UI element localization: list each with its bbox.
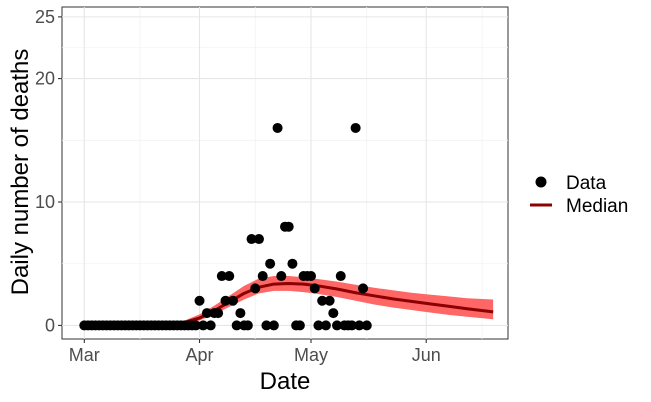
data-point <box>231 320 242 331</box>
data-point <box>253 234 264 245</box>
data-point <box>213 308 224 319</box>
data-point <box>220 295 231 306</box>
data-point <box>276 271 287 282</box>
data-point <box>317 295 328 306</box>
y-tick-label: 0 <box>45 315 55 335</box>
data-point <box>328 308 339 319</box>
data-point <box>335 271 346 282</box>
data-point <box>201 308 212 319</box>
data-points-layer <box>79 122 372 331</box>
data-point <box>313 320 324 331</box>
data-point <box>261 320 272 331</box>
median-line <box>84 281 494 327</box>
y-tick-label: 20 <box>35 69 55 89</box>
data-point <box>294 320 305 331</box>
legend: Data Median <box>530 173 628 217</box>
data-point <box>198 320 209 331</box>
data-point <box>246 234 257 245</box>
x-axis-title: Date <box>260 368 311 395</box>
data-point <box>194 295 205 306</box>
y-axis-ticks: 0 10 20 25 <box>35 7 62 335</box>
median-line-layer <box>84 281 494 327</box>
data-point <box>324 295 335 306</box>
data-point <box>268 320 279 331</box>
data-point <box>361 320 372 331</box>
legend-median-label: Median <box>566 196 628 217</box>
data-point <box>287 258 298 269</box>
x-tick-label: Apr <box>186 345 214 365</box>
data-point <box>242 320 253 331</box>
data-point <box>283 221 294 232</box>
x-axis-ticks: Mar Apr May Jun <box>69 339 441 365</box>
legend-data-label: Data <box>566 173 607 194</box>
data-point <box>227 295 238 306</box>
y-tick-label: 10 <box>35 192 55 212</box>
data-point <box>224 271 235 282</box>
data-point <box>346 320 357 331</box>
data-point <box>205 320 216 331</box>
y-tick-label: 25 <box>35 7 55 27</box>
data-point <box>265 258 276 269</box>
legend-data-symbol <box>535 176 547 188</box>
y-axis-title: Daily number of deaths <box>7 49 34 296</box>
data-point <box>216 271 227 282</box>
data-point <box>320 320 331 331</box>
x-tick-label: May <box>294 345 328 365</box>
data-point <box>354 320 365 331</box>
data-point <box>235 308 246 319</box>
data-point <box>257 271 268 282</box>
minor-gridlines <box>62 7 508 339</box>
x-tick-label: Mar <box>69 345 100 365</box>
data-point <box>190 320 201 331</box>
data-point <box>272 122 283 133</box>
data-point <box>358 283 369 294</box>
x-tick-label: Jun <box>412 345 441 365</box>
data-point <box>332 320 343 331</box>
data-point <box>250 283 261 294</box>
data-point <box>309 283 320 294</box>
data-point <box>306 271 317 282</box>
data-point <box>350 122 361 133</box>
